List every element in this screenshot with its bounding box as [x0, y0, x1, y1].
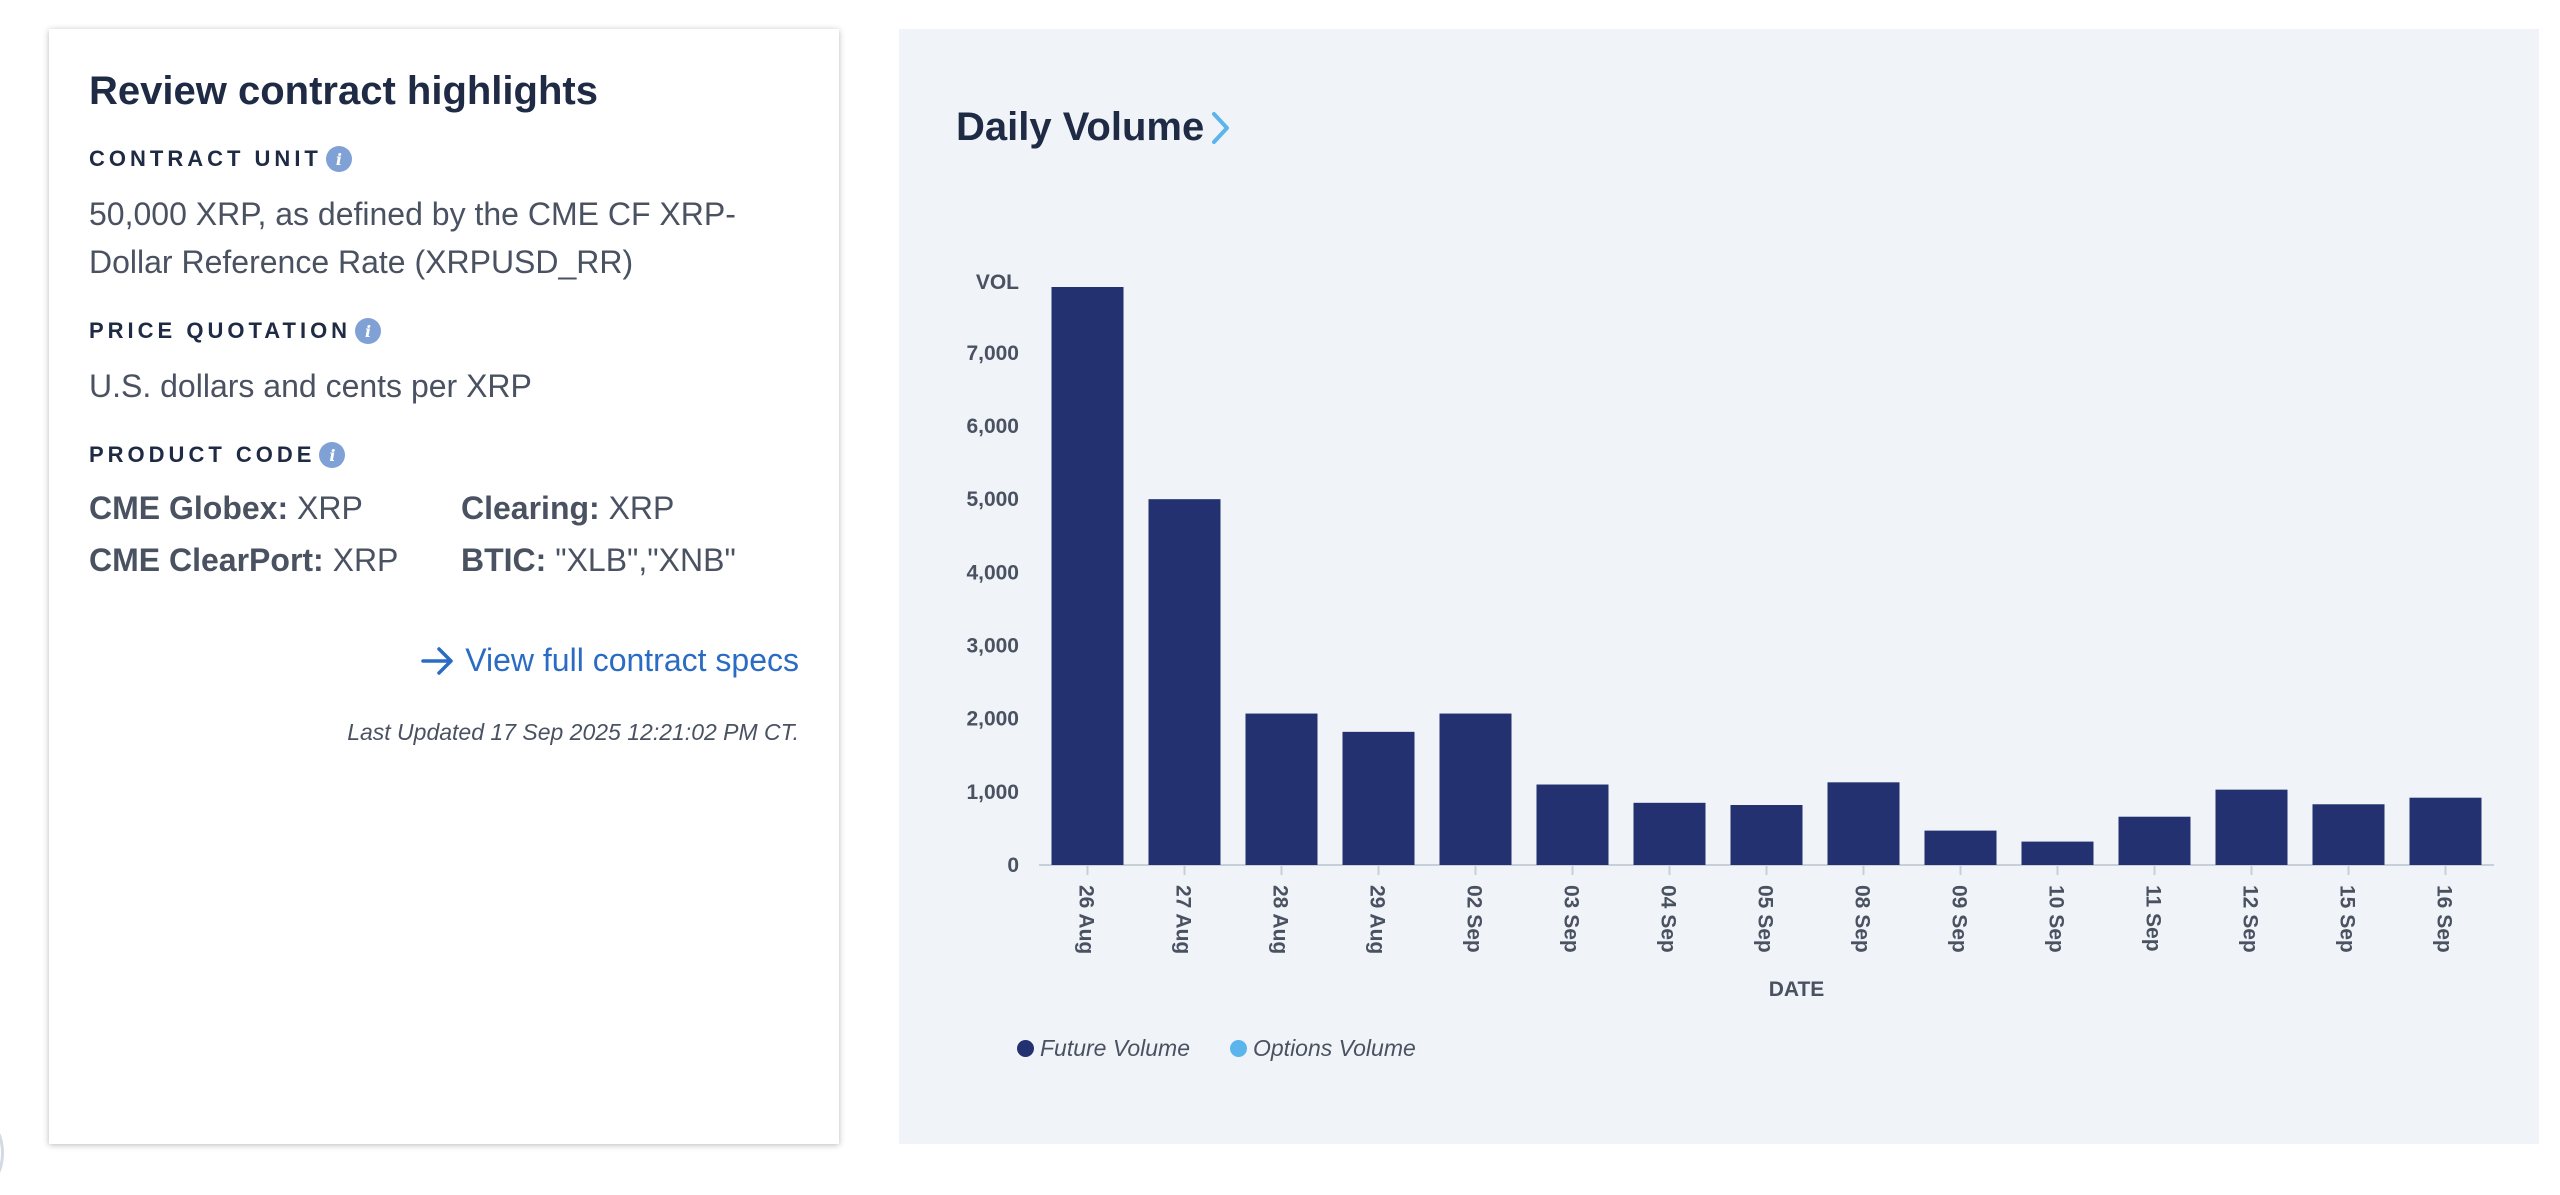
y-tick-label: 5,000 — [966, 488, 1019, 511]
x-axis-title: DATE — [1769, 978, 1825, 1001]
x-tick-label: 16 Sep — [2433, 885, 2456, 953]
product-code-label-text: PRODUCT CODE — [89, 442, 316, 467]
x-tick-label: 27 Aug — [1172, 885, 1195, 954]
bar-future-volume — [1342, 731, 1415, 865]
scroll-indicator — [0, 1118, 4, 1188]
bar-future-volume — [2118, 816, 2191, 865]
price-quotation-text: U.S. dollars and cents per XRP — [89, 368, 532, 404]
x-tick-label: 03 Sep — [1560, 885, 1583, 953]
bar-future-volume — [1536, 784, 1609, 865]
legend-label-options: Options Volume — [1253, 1035, 1416, 1061]
info-icon[interactable]: i — [319, 442, 346, 468]
bar-future-volume — [1245, 713, 1318, 865]
contract-unit-text: 50,000 XRP, as defined by the CME CF XRP… — [89, 196, 736, 280]
x-tick-label: 11 Sep — [2142, 885, 2165, 952]
bar-future-volume — [1924, 830, 1997, 865]
legend-dot-future — [1017, 1040, 1034, 1057]
contract-highlights-card: Review contract highlights CONTRACT UNIT… — [49, 29, 839, 1144]
legend-dot-options — [1230, 1040, 1247, 1057]
product-code-label: PRODUCT CODE i — [89, 442, 799, 468]
x-tick-label: 15 Sep — [2336, 885, 2359, 953]
y-tick-label: 7,000 — [966, 342, 1019, 365]
x-tick-label: 28 Aug — [1269, 885, 1292, 954]
bar-future-volume — [1439, 713, 1512, 865]
y-tick-label: 4,000 — [966, 561, 1019, 584]
price-quotation-label-text: PRICE QUOTATION — [89, 318, 352, 343]
product-codes: CME Globex: XRP Clearing: XRP CME ClearP… — [89, 486, 799, 582]
x-tick-label: 26 Aug — [1075, 885, 1098, 954]
y-axis-title: VOL — [976, 271, 1019, 294]
bar-future-volume — [1730, 805, 1803, 865]
y-tick-label: 6,000 — [966, 415, 1019, 438]
view-specs-link[interactable]: View full contract specs — [89, 642, 799, 679]
y-tick-label: 1,000 — [966, 781, 1019, 804]
x-tick-label: 02 Sep — [1463, 885, 1486, 953]
bar-future-volume — [1827, 782, 1900, 865]
info-icon[interactable]: i — [325, 146, 352, 172]
y-tick-label: 3,000 — [966, 635, 1019, 658]
code-btic: BTIC: "XLB","XNB" — [461, 542, 736, 578]
y-tick-label: 2,000 — [966, 708, 1019, 731]
code-clearing: Clearing: XRP — [461, 490, 675, 526]
code-globex: CME Globex: XRP — [89, 490, 363, 526]
x-tick-label: 09 Sep — [1948, 885, 1971, 953]
bar-future-volume — [2409, 797, 2482, 865]
contract-unit-label-text: CONTRACT UNIT — [89, 146, 322, 171]
bar-future-volume — [2215, 789, 2288, 865]
daily-volume-chart: VOL 0 1,000 2,000 3,000 4,000 5,000 6,000 7,000 2… — [966, 271, 2494, 1001]
legend-label-future: Future Volume — [1040, 1035, 1190, 1061]
legend-item-future[interactable]: Future Volume — [1017, 1035, 1190, 1062]
x-tick-label: 05 Sep — [1754, 885, 1777, 953]
info-icon[interactable]: i — [355, 318, 382, 344]
bar-future-volume — [1148, 499, 1221, 865]
chart-legend: Future Volume Options Volume — [1017, 1035, 1456, 1062]
y-tick-label: 0 — [1007, 854, 1019, 877]
bar-future-volume — [2021, 841, 2094, 865]
bar-future-volume — [1633, 802, 1706, 865]
x-tick-label: 08 Sep — [1851, 885, 1874, 953]
price-quotation-label: PRICE QUOTATION i — [89, 318, 799, 344]
legend-item-options[interactable]: Options Volume — [1230, 1035, 1416, 1062]
card-title: Review contract highlights — [89, 69, 598, 113]
arrow-right-icon — [421, 646, 453, 675]
bar-future-volume — [2312, 804, 2385, 865]
view-specs-link-text[interactable]: View full contract specs — [465, 642, 799, 678]
x-tick-label: 12 Sep — [2239, 885, 2262, 953]
daily-volume-panel: Daily Volume VOL 0 1,000 2,000 3,000 4,000 5,0… — [899, 29, 2539, 1144]
contract-unit-label: CONTRACT UNIT i — [89, 146, 799, 172]
bar-future-volume — [1051, 287, 1124, 865]
x-tick-label: 29 Aug — [1366, 885, 1389, 954]
code-clearport: CME ClearPort: XRP — [89, 542, 399, 578]
chart-title[interactable]: Daily Volume — [956, 105, 1205, 149]
chart-title-link[interactable]: Daily Volume — [956, 105, 1232, 150]
chevron-right-icon — [1212, 111, 1230, 144]
last-updated: Last Updated 17 Sep 2025 12:21:02 PM CT. — [347, 719, 799, 745]
x-tick-label: 04 Sep — [1657, 885, 1680, 953]
x-tick-label: 10 Sep — [2045, 885, 2068, 953]
